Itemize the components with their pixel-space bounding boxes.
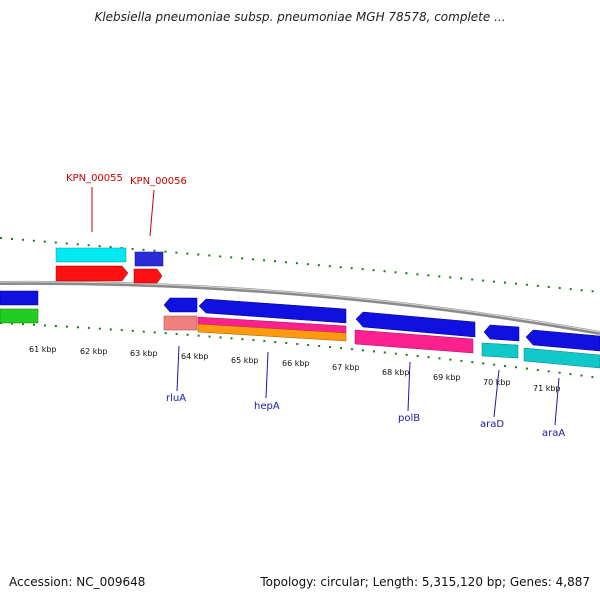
tick-label: 67 kbp xyxy=(332,363,360,372)
gene-KPN_00055-red[interactable] xyxy=(55,265,129,282)
label-leader-line xyxy=(554,377,560,426)
gene-polB-magenta[interactable] xyxy=(354,329,474,354)
genome-backbone-highlight xyxy=(0,281,600,333)
genome-backbone xyxy=(0,280,600,335)
gene-left-blue[interactable] xyxy=(0,290,39,306)
tick-label: 65 kbp xyxy=(231,356,259,365)
gene-hepA-orange[interactable] xyxy=(197,323,347,342)
gene-label-KPN_00055[interactable]: KPN_00055 xyxy=(66,173,123,184)
tick-label: 66 kbp xyxy=(282,359,310,368)
gene-KPN_00056-red[interactable] xyxy=(133,268,163,284)
gene-hepA-blue[interactable] xyxy=(198,298,347,324)
label-leader-line xyxy=(149,189,155,237)
gene-araA-teal[interactable] xyxy=(523,347,600,369)
tick-label: 62 kbp xyxy=(80,347,108,356)
tick-label: 70 kbp xyxy=(483,378,511,387)
topology-summary: Topology: circular; Length: 5,315,120 bp… xyxy=(260,575,590,589)
accession-text: Accession: NC_009648 xyxy=(9,575,146,589)
gene-KPN_00056-blue[interactable] xyxy=(134,251,164,267)
label-leader-line xyxy=(176,345,180,392)
label-leader-line xyxy=(493,369,500,418)
gene-label-araA[interactable]: araA xyxy=(542,428,565,439)
gene-label-polB[interactable]: polB xyxy=(398,413,420,424)
gene-araA-blue[interactable] xyxy=(525,329,600,352)
gene-araD-teal[interactable] xyxy=(481,342,519,359)
gene-rluA-blue[interactable] xyxy=(163,297,198,313)
tick-label: 63 kbp xyxy=(130,349,158,358)
gene-araD-blue[interactable] xyxy=(483,324,520,342)
label-leader-line xyxy=(407,361,411,412)
tick-label: 69 kbp xyxy=(433,373,461,382)
inner-tick-ring xyxy=(0,322,600,379)
gene-label-araD[interactable]: araD xyxy=(480,419,504,430)
gene-KPN_00055-cyan[interactable] xyxy=(55,247,127,263)
gene-label-KPN_00056[interactable]: KPN_00056 xyxy=(130,176,187,187)
gene-left-green[interactable] xyxy=(0,308,39,324)
tick-label: 71 kbp xyxy=(533,384,561,393)
tick-label: 68 kbp xyxy=(382,368,410,377)
gene-label-hepA[interactable]: hepA xyxy=(254,401,280,412)
tick-label: 61 kbp xyxy=(29,345,57,354)
map-title: Klebsiella pneumoniae subsp. pneumoniae … xyxy=(94,10,506,24)
gene-rluA-pink[interactable] xyxy=(163,315,198,331)
outer-tick-ring xyxy=(0,237,600,293)
gene-polB-blue[interactable] xyxy=(355,311,476,338)
label-leader-line xyxy=(265,351,269,399)
tick-label: 64 kbp xyxy=(181,352,209,361)
gene-label-rluA[interactable]: rluA xyxy=(166,393,186,404)
